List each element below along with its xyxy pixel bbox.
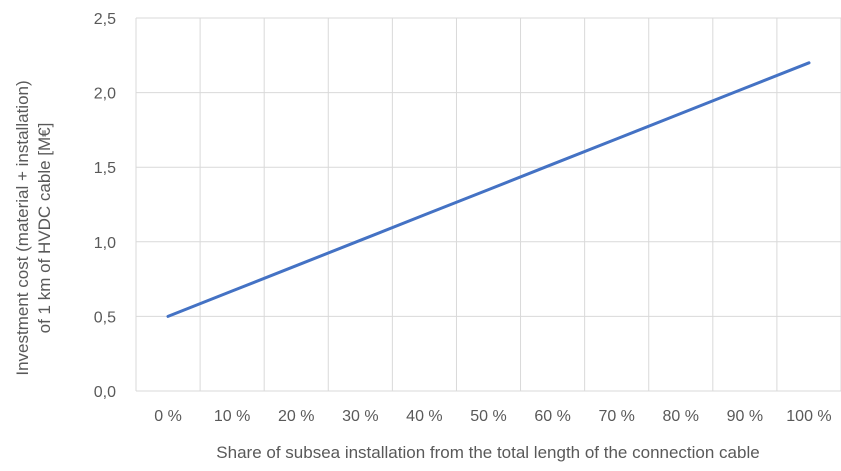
x-tick-label: 100 %: [786, 408, 831, 425]
x-tick-label: 30 %: [342, 408, 378, 425]
x-tick-label: 50 %: [470, 408, 506, 425]
y-axis-title-line-2: of 1 km of HVDC cable [M€]: [35, 123, 54, 334]
y-axis-title: Investment cost (material + installation…: [13, 80, 54, 375]
gridlines: [135, 17, 841, 392]
x-axis-title: Share of subsea installation from the to…: [216, 443, 759, 462]
x-tick-label: 10 %: [214, 408, 250, 425]
x-tick-label: 40 %: [406, 408, 442, 425]
x-tick-label: 80 %: [663, 408, 699, 425]
x-tick-label: 20 %: [278, 408, 314, 425]
y-tick-label: 1,0: [94, 235, 116, 252]
y-tick-label: 0,0: [94, 384, 116, 401]
y-tick-labels: 0,0 0,5 1,0 1,5 2,0 2,5: [94, 11, 116, 401]
x-tick-label: 70 %: [598, 408, 634, 425]
y-tick-label: 2,0: [94, 86, 116, 103]
x-tick-labels: 0 % 10 % 20 % 30 % 40 % 50 % 60 % 70 % 80 % 90 % 1…: [154, 408, 831, 425]
x-tick-label: 60 %: [534, 408, 570, 425]
y-tick-label: 1,5: [94, 160, 116, 177]
x-tick-label: 90 %: [727, 408, 763, 425]
x-tick-label: 0 %: [154, 408, 182, 425]
y-tick-label: 2,5: [94, 11, 116, 28]
series-line: [166, 61, 811, 318]
y-tick-label: 0,5: [94, 309, 116, 326]
y-axis-title-line-1: Investment cost (material + installation…: [13, 80, 32, 375]
series-layer: [166, 61, 811, 318]
